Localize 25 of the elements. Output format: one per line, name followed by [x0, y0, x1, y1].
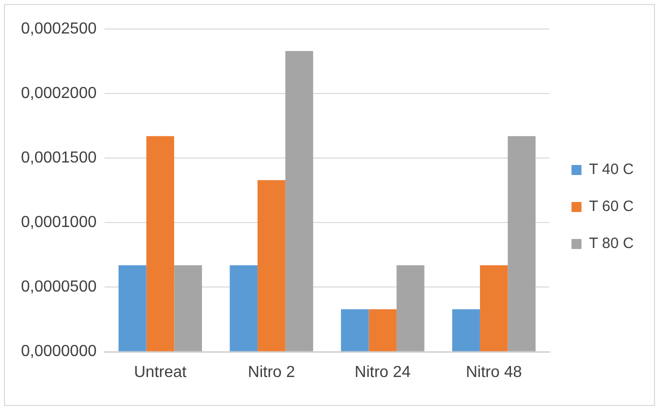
x-tick-label: Nitro 48 — [466, 364, 522, 381]
bar — [396, 265, 424, 352]
bar — [118, 265, 146, 352]
y-tick-label: 0,0000000 — [20, 343, 97, 360]
bar — [508, 136, 536, 352]
x-tick-label: Untreat — [134, 364, 188, 381]
y-tick-label: 0,0002500 — [20, 20, 97, 38]
bar — [230, 265, 258, 352]
x-tick-label: Nitro 2 — [248, 364, 296, 381]
bar — [174, 265, 202, 352]
y-tick-label: 0,0001000 — [20, 214, 97, 232]
bar — [452, 309, 480, 352]
y-tick-label: 0,0000500 — [20, 278, 97, 296]
y-tick-label: 0,0002000 — [20, 84, 97, 102]
bar — [258, 180, 286, 352]
legend-label: T 40 C — [588, 161, 634, 178]
bar — [340, 309, 369, 352]
bar — [146, 136, 174, 352]
y-tick-label: 0,0001500 — [20, 150, 97, 167]
legend-label: T 80 C — [588, 235, 634, 252]
bar — [285, 50, 314, 352]
bar — [368, 309, 397, 352]
x-tick-label: Nitro 24 — [354, 364, 411, 381]
legend-label: T 60 C — [588, 198, 634, 216]
bar — [480, 265, 508, 352]
